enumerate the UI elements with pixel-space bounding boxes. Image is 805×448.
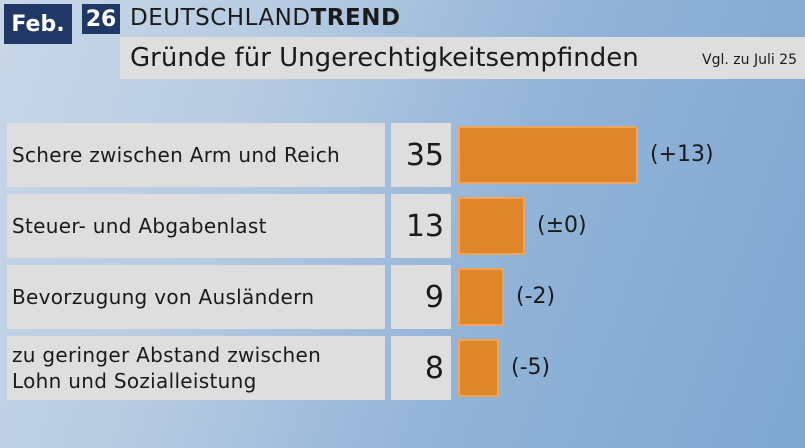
change-label: (±0) bbox=[537, 213, 587, 238]
category-label: Steuer- und Abgabenlast bbox=[7, 194, 385, 258]
title-bar: Gründe für Ungerechtigkeitsempfinden Vgl… bbox=[120, 37, 805, 79]
brand-prefix: DEUTSCHLAND bbox=[130, 5, 311, 31]
value-label-text: 9 bbox=[424, 279, 444, 315]
change-label: (+13) bbox=[650, 142, 714, 167]
change-label: (-5) bbox=[511, 355, 551, 380]
category-label-text: Bevorzugung von Ausländern bbox=[12, 285, 315, 309]
category-label-text: Steuer- und Abgabenlast bbox=[12, 214, 267, 238]
value-label: 13 bbox=[391, 194, 451, 258]
year-badge: 26 bbox=[82, 4, 120, 34]
comparison-note: Vgl. zu Juli 25 bbox=[702, 52, 797, 68]
value-label-text: 35 bbox=[405, 137, 444, 173]
value-label-text: 8 bbox=[424, 350, 444, 386]
value-label: 9 bbox=[391, 265, 451, 329]
brand-suffix: TREND bbox=[310, 5, 401, 31]
change-label: (-2) bbox=[516, 284, 556, 309]
bar bbox=[458, 197, 525, 255]
category-label-text: Schere zwischen Arm und Reich bbox=[12, 143, 340, 167]
bar bbox=[458, 126, 638, 184]
category-label-text: zu geringer Abstand zwischen Lohn und Soz… bbox=[12, 343, 322, 393]
chart-title: Gründe für Ungerechtigkeitsempfinden bbox=[130, 43, 639, 73]
category-label: Schere zwischen Arm und Reich bbox=[7, 123, 385, 187]
month-badge: Feb. bbox=[4, 4, 72, 44]
category-label: Bevorzugung von Ausländern bbox=[7, 265, 385, 329]
bar bbox=[458, 339, 499, 397]
bar bbox=[458, 268, 504, 326]
value-label: 35 bbox=[391, 123, 451, 187]
category-label: zu geringer Abstand zwischen Lohn und Soz… bbox=[7, 336, 385, 400]
brand-title: DEUTSCHLANDTREND bbox=[130, 3, 401, 33]
value-label-text: 13 bbox=[405, 208, 444, 244]
value-label: 8 bbox=[391, 336, 451, 400]
